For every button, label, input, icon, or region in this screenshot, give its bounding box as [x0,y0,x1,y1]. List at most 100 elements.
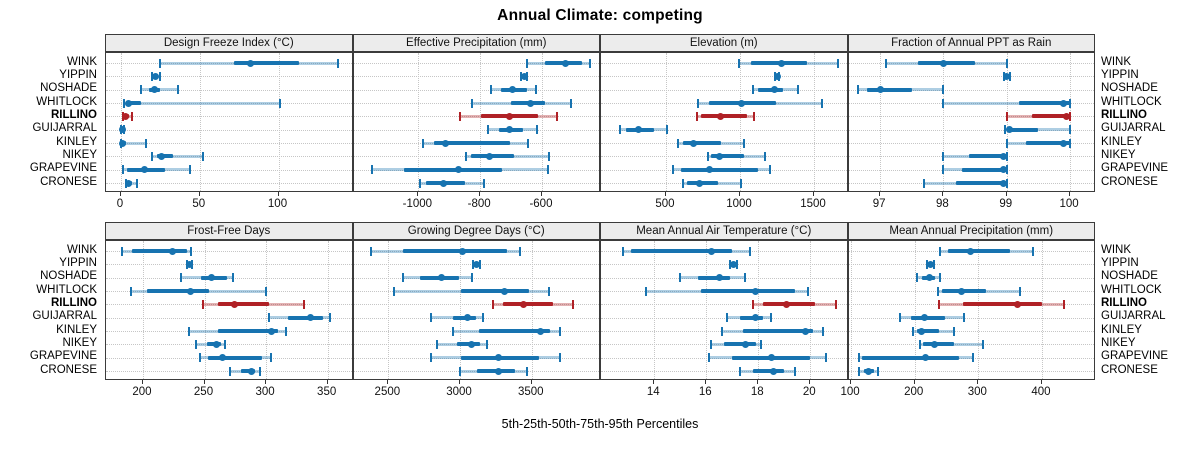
axis-tick [540,192,542,196]
median-dot-whitlock [958,287,966,295]
whisker-cap [418,178,421,188]
axis-tick-label: 1500 [800,198,826,210]
gridline-h [848,103,1095,104]
iqr-bar-guijarral [740,315,764,320]
gridline-v [810,241,812,379]
whisker-cap [1005,58,1008,68]
whisker-cap [258,366,261,376]
median-dot-cronese [495,367,503,375]
axis-tick [203,380,205,384]
whisker-cap [923,178,926,188]
row-label-right-kinley: KINLEY [1101,135,1142,148]
axis-tick [879,192,881,196]
gridline-v [278,53,280,191]
median-dot-rillino [122,112,130,120]
whisker-cap [519,246,522,256]
median-dot-guijarral [635,126,643,134]
median-dot-nikey [715,152,723,160]
row-label-left-yippin: YIPPIN [59,256,97,269]
gridline-h [353,317,600,319]
row-label-left-guijarral: GUIJARRAL [32,122,97,135]
gridline-h [106,76,352,78]
panel-elevation-m [600,52,848,192]
gridline-v [739,53,741,191]
median-dot-rillino [783,300,791,308]
row-label-left-noshade: NOSHADE [40,82,97,95]
axis-tick-label: 20 [802,386,816,398]
gridline-h [601,304,847,306]
whisker-cap [588,58,591,68]
row-label-left-nikey: NIKEY [62,148,97,161]
median-dot-yippin [773,72,781,80]
gridline-h [353,129,600,131]
median-dot-grapevine [141,166,149,174]
whisker-cap [885,58,888,68]
gridline-h [353,277,600,279]
gridline-h [848,76,1095,78]
median-dot-kinley [690,139,698,147]
row-label-left-grapevine: GRAPEVINE [29,162,97,175]
whisker-cap [159,58,162,68]
median-dot-grapevine [921,354,929,362]
row-label-left-yippin: YIPPIN [59,68,97,81]
gridline-h [601,317,847,319]
gridline-h [848,277,1095,279]
row-label-right-grapevine: GRAPEVINE [1101,350,1169,363]
gridline-h [848,116,1095,118]
axis-tick [1069,192,1071,196]
iqr-bar-whitlock [146,289,210,293]
gridline-h [106,251,352,252]
gridline-h [848,264,1095,266]
gridline-h [848,331,1095,332]
panel-header-effective-precipitation-mm: Effective Precipitation (mm) [352,34,600,52]
whisker-band-whitlock [124,101,281,105]
gridline-v [541,53,543,191]
whisker-cap [471,259,474,269]
whisker-cap [267,313,270,323]
whisker-cap [526,366,529,376]
gridline-h [106,264,352,266]
median-dot-grapevine [454,166,462,174]
median-dot-wink [459,247,467,255]
median-dot-nikey [485,152,493,160]
whisker-cap [159,71,162,81]
whisker-cap [618,125,621,135]
axis-tick-label: -800 [467,198,491,210]
iqr-bar-wink [947,249,1011,253]
median-dot-yippin [927,260,935,268]
row-label-right-noshade: NOSHADE [1101,82,1158,95]
whisker-cap [806,286,809,296]
gridline-h [848,344,1095,346]
iqr-bar-guijarral [288,315,323,320]
row-label-left-rillino: RILLINO [51,296,97,309]
median-dot-nikey [213,340,221,348]
gridline-v [1041,241,1043,379]
whisker-cap [744,273,747,283]
whisker-cap [121,246,123,256]
gridline-h [601,129,847,131]
iqr-bar-kinley [916,329,939,333]
axis-tick-label: 14 [646,386,660,398]
whisker-cap [535,85,538,95]
axis-tick-label: 18 [750,386,764,398]
median-dot-grapevine [219,354,227,362]
median-dot-wink [707,247,715,255]
panel-design-freeze-index-c [105,52,353,192]
gridline-h [106,129,352,131]
gridline-h [601,143,847,144]
median-dot-cronese [695,179,703,187]
gridline-h [601,344,847,346]
whisker-cap [939,273,942,283]
axis-tick [705,380,707,384]
row-label-right-guijarral: GUIJARRAL [1101,122,1166,135]
median-dot-grapevine [1000,166,1008,174]
iqr-bar-whitlock [125,101,142,105]
median-dot-whitlock [752,287,760,295]
gridline-v [943,53,945,191]
whisker-cap [942,85,945,95]
gridline-h [106,344,352,346]
gridline-v [880,53,882,191]
whisker-cap [671,165,674,175]
median-dot-noshade [770,86,778,94]
row-label-right-guijarral: GUIJARRAL [1101,310,1166,323]
